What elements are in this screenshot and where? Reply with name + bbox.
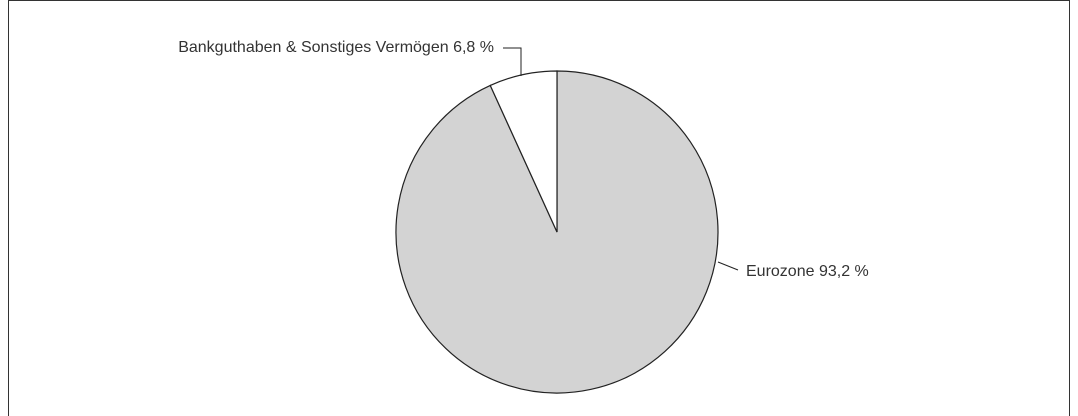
slice-label: Bankguthaben & Sonstiges Vermögen 6,8 % bbox=[178, 39, 494, 56]
slice-category: Bankguthaben & Sonstiges Vermögen bbox=[178, 39, 448, 56]
leader-line bbox=[503, 47, 522, 76]
slice-category: Eurozone bbox=[746, 263, 815, 280]
pie-slice bbox=[489, 70, 558, 233]
slice-value: 6,8 % bbox=[453, 39, 494, 56]
slice-value: 93,2 % bbox=[819, 263, 869, 280]
slice-label: Eurozone 93,2 % bbox=[746, 263, 869, 280]
leader-line bbox=[717, 261, 739, 271]
frame bbox=[8, 0, 1070, 416]
